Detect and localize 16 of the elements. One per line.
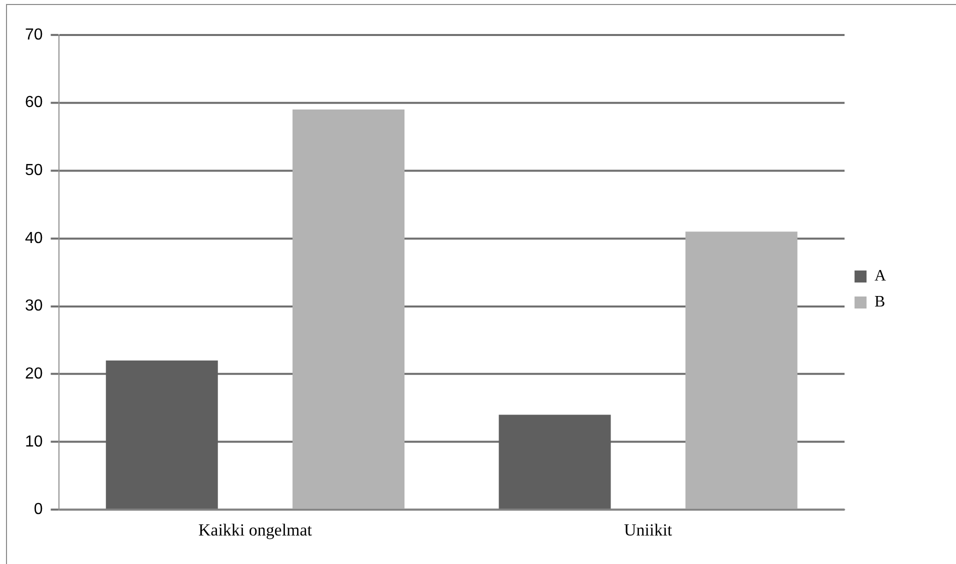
bar	[498, 414, 611, 509]
x-tick-label: Uniikit	[624, 520, 672, 540]
legend-label: A	[874, 268, 887, 285]
y-tick-label: 30	[24, 298, 43, 315]
legend-label: B	[874, 294, 886, 311]
x-tick-label: Kaikki ongelmat	[198, 520, 312, 540]
y-tick-label: 10	[24, 433, 43, 450]
y-tick-label: 50	[24, 162, 43, 179]
bar	[292, 110, 405, 509]
y-tick-label: 40	[24, 230, 43, 247]
y-tick-label: 0	[34, 501, 43, 518]
y-tick-label: 70	[24, 26, 43, 44]
y-tick-label: 60	[24, 94, 43, 112]
bar	[685, 232, 798, 509]
bar	[106, 360, 218, 509]
y-tick-label: 20	[24, 365, 43, 382]
